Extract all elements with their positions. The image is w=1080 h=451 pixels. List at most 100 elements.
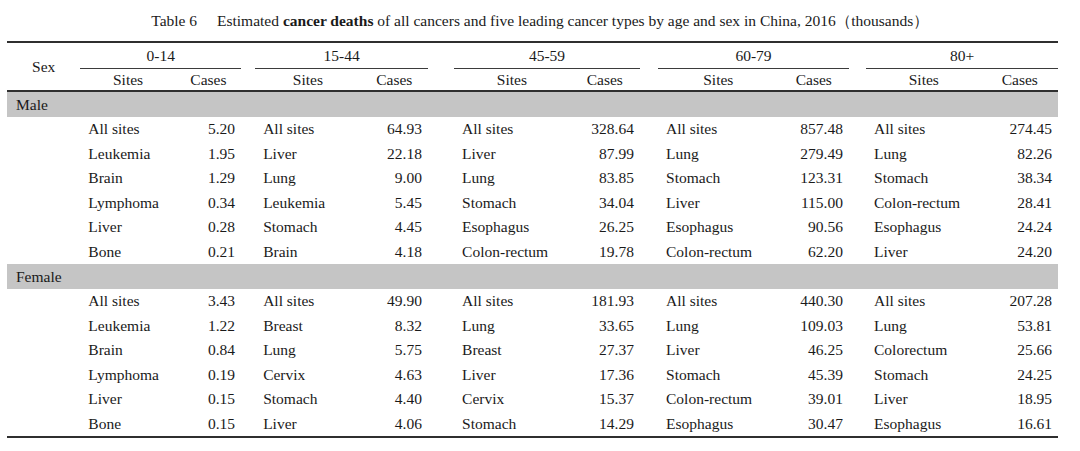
- cases-cell: 39.01: [779, 387, 849, 412]
- age-group-header: 15-44: [255, 42, 428, 69]
- site-cell: All sites: [255, 289, 360, 314]
- site-cell: Lung: [454, 166, 570, 191]
- site-cell: Lung: [866, 314, 982, 339]
- table-row: Brain 1.29 Lung 9.00 Lung 83.85 Stomach …: [7, 166, 1058, 191]
- site-cell: All sites: [80, 117, 175, 142]
- sites-header: Sites: [658, 69, 779, 92]
- caption-text-before: Estimated: [217, 12, 279, 29]
- cases-cell: 0.21: [176, 240, 241, 265]
- site-cell: Lymphoma: [80, 191, 175, 216]
- sites-header: Sites: [866, 69, 982, 92]
- site-cell: Bone: [80, 240, 175, 265]
- empty-sex-cell: [7, 412, 80, 438]
- site-cell: Lung: [658, 314, 779, 339]
- site-cell: Cervix: [255, 363, 360, 388]
- cases-cell: 9.00: [361, 166, 428, 191]
- column-gap: [849, 42, 866, 91]
- column-gap: [640, 387, 658, 412]
- page: { "title": { "label": "Table 6", "text_b…: [0, 0, 1080, 451]
- column-gap: [849, 142, 866, 167]
- site-cell: Liver: [658, 191, 779, 216]
- cases-cell: 0.28: [176, 215, 241, 240]
- sites-header: Sites: [255, 69, 360, 92]
- cases-cell: 28.41: [982, 191, 1058, 216]
- empty-sex-cell: [7, 387, 80, 412]
- cases-cell: 38.34: [982, 166, 1058, 191]
- empty-sex-cell: [7, 215, 80, 240]
- cases-cell: 24.20: [982, 240, 1058, 265]
- age-group-row: Sex 0-14 15-44 45-59 60-79 80+: [7, 42, 1058, 69]
- table-header: Sex 0-14 15-44 45-59 60-79 80+ Sites Cas…: [7, 42, 1058, 91]
- column-gap: [241, 240, 255, 265]
- cases-cell: 14.29: [570, 412, 640, 438]
- cases-cell: 33.65: [570, 314, 640, 339]
- site-cell: Lung: [255, 166, 360, 191]
- cases-cell: 5.45: [361, 191, 428, 216]
- cases-cell: 328.64: [570, 117, 640, 142]
- cases-cell: 19.78: [570, 240, 640, 265]
- column-gap: [241, 412, 255, 438]
- site-cell: Stomach: [255, 215, 360, 240]
- cases-cell: 16.61: [982, 412, 1058, 438]
- column-gap: [849, 338, 866, 363]
- cases-cell: 109.03: [779, 314, 849, 339]
- cases-cell: 440.30: [779, 289, 849, 314]
- cases-header: Cases: [176, 69, 241, 92]
- age-group-header: 60-79: [658, 42, 849, 69]
- column-gap: [640, 412, 658, 438]
- cases-cell: 1.22: [176, 314, 241, 339]
- empty-sex-cell: [7, 289, 80, 314]
- cases-cell: 34.04: [570, 191, 640, 216]
- column-gap: [640, 166, 658, 191]
- site-cell: Liver: [866, 240, 982, 265]
- site-cell: Liver: [454, 142, 570, 167]
- empty-sex-cell: [7, 314, 80, 339]
- cases-cell: 90.56: [779, 215, 849, 240]
- column-gap: [640, 117, 658, 142]
- column-gap: [640, 191, 658, 216]
- cases-cell: 30.47: [779, 412, 849, 438]
- site-cell: Bone: [80, 412, 175, 438]
- cases-cell: 15.37: [570, 387, 640, 412]
- column-gap: [241, 289, 255, 314]
- cases-cell: 24.25: [982, 363, 1058, 388]
- column-gap: [428, 412, 454, 438]
- cases-cell: 18.95: [982, 387, 1058, 412]
- column-gap: [428, 142, 454, 167]
- column-gap: [849, 117, 866, 142]
- age-group-header: 45-59: [454, 42, 640, 69]
- site-cell: Colorectum: [866, 338, 982, 363]
- site-cell: All sites: [658, 117, 779, 142]
- column-gap: [849, 314, 866, 339]
- site-cell: Brain: [80, 338, 175, 363]
- site-cell: Esophagus: [866, 215, 982, 240]
- cases-cell: 4.63: [361, 363, 428, 388]
- site-cell: All sites: [866, 117, 982, 142]
- sex-section-label: Male: [7, 91, 1058, 117]
- site-cell: Esophagus: [658, 412, 779, 438]
- site-cell: Leukemia: [255, 191, 360, 216]
- site-cell: Liver: [80, 215, 175, 240]
- site-cell: Brain: [80, 166, 175, 191]
- table-row: Leukemia 1.95 Liver 22.18 Liver 87.99 Lu…: [7, 142, 1058, 167]
- site-cell: Lung: [866, 142, 982, 167]
- cases-cell: 1.29: [176, 166, 241, 191]
- site-cell: Lung: [255, 338, 360, 363]
- section-band-female: Female: [7, 264, 1058, 289]
- site-cell: Breast: [454, 338, 570, 363]
- empty-sex-cell: [7, 142, 80, 167]
- column-gap: [241, 191, 255, 216]
- column-gap: [428, 314, 454, 339]
- cases-cell: 17.36: [570, 363, 640, 388]
- table-row: Liver 0.15 Stomach 4.40 Cervix 15.37 Col…: [7, 387, 1058, 412]
- column-gap: [849, 215, 866, 240]
- site-cell: All sites: [658, 289, 779, 314]
- empty-sex-cell: [7, 240, 80, 265]
- caption-text-after: of all cancers and five leading cancer t…: [377, 12, 928, 29]
- age-group-header: 0-14: [80, 42, 241, 69]
- cases-cell: 3.43: [176, 289, 241, 314]
- empty-sex-cell: [7, 166, 80, 191]
- site-cell: Colon-rectum: [658, 387, 779, 412]
- table-row: Bone 0.21 Brain 4.18 Colon-rectum 19.78 …: [7, 240, 1058, 265]
- column-gap: [849, 166, 866, 191]
